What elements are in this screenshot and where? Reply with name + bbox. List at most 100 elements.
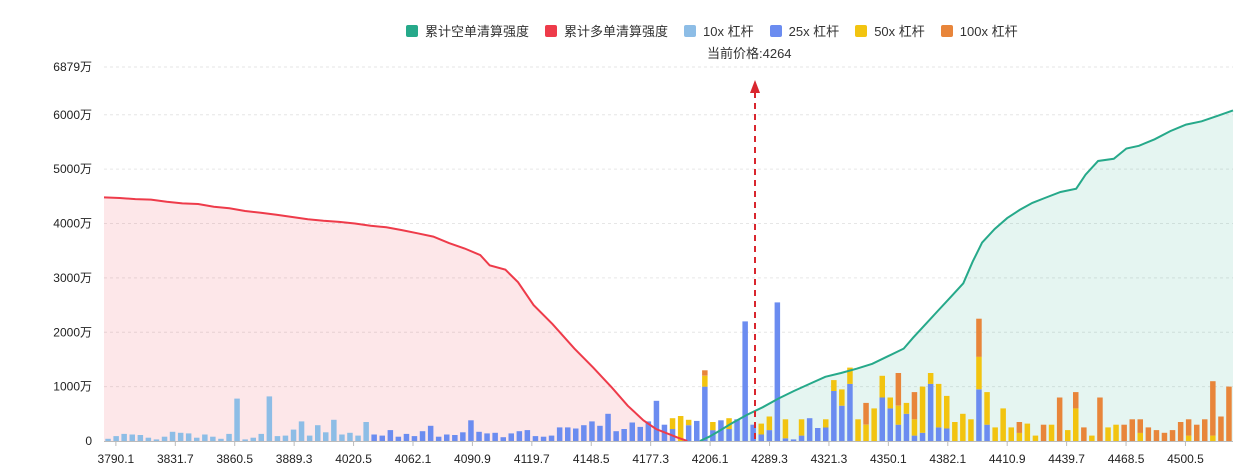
bar-25x[interactable] (637, 426, 644, 441)
bar-100x[interactable] (911, 392, 918, 420)
bar-100x[interactable] (1121, 424, 1127, 441)
bar-100x[interactable] (1129, 419, 1136, 441)
bar-50x[interactable] (903, 402, 910, 414)
bar-10x[interactable] (137, 435, 144, 441)
bar-100x[interactable] (1185, 419, 1192, 436)
bar-100x[interactable] (1145, 427, 1152, 441)
bar-100x[interactable] (1016, 422, 1023, 433)
bar-50x[interactable] (992, 427, 998, 441)
bar-25x[interactable] (806, 418, 813, 441)
bar-25x[interactable] (790, 439, 797, 441)
legend-item[interactable]: 累计多单清算强度 (545, 21, 668, 40)
bar-25x[interactable] (774, 302, 781, 441)
bar-50x[interactable] (1016, 432, 1023, 441)
bar-100x[interactable] (1210, 381, 1216, 436)
bar-25x[interactable] (903, 413, 910, 441)
bar-25x[interactable] (839, 405, 845, 441)
bar-25x[interactable] (508, 433, 515, 441)
bar-25x[interactable] (782, 438, 789, 441)
bar-25x[interactable] (702, 386, 708, 441)
bar-25x[interactable] (484, 433, 490, 441)
bar-50x[interactable] (1089, 435, 1095, 441)
bar-50x[interactable] (1185, 435, 1192, 441)
bar-25x[interactable] (452, 435, 458, 441)
legend-item[interactable]: 50x 杠杆 (855, 21, 925, 40)
bar-25x[interactable] (387, 430, 394, 441)
bar-50x[interactable] (839, 389, 845, 406)
bar-10x[interactable] (282, 435, 289, 441)
bar-50x[interactable] (1032, 435, 1039, 441)
bar-100x[interactable] (1226, 386, 1232, 441)
bar-25x[interactable] (435, 436, 442, 441)
bar-25x[interactable] (815, 428, 821, 441)
bar-25x[interactable] (556, 427, 563, 441)
bar-25x[interactable] (597, 425, 603, 441)
bar-25x[interactable] (798, 435, 805, 441)
bar-10x[interactable] (194, 437, 200, 441)
bar-10x[interactable] (177, 432, 184, 441)
bar-50x[interactable] (935, 383, 942, 428)
bar-50x[interactable] (710, 422, 716, 431)
bar-100x[interactable] (1194, 424, 1200, 441)
bar-10x[interactable] (306, 435, 313, 441)
bar-50x[interactable] (702, 375, 708, 387)
short-cum-line[interactable] (699, 109, 1234, 442)
bar-100x[interactable] (1202, 419, 1208, 441)
bar-10x[interactable] (218, 438, 224, 441)
bar-50x[interactable] (960, 413, 966, 441)
bar-50x[interactable] (863, 424, 869, 441)
legend-item[interactable]: 10x 杠杆 (684, 21, 754, 40)
bar-50x[interactable] (944, 395, 950, 429)
bar-25x[interactable] (919, 432, 926, 441)
bar-25x[interactable] (419, 431, 426, 441)
bar-50x[interactable] (1113, 424, 1119, 441)
bar-10x[interactable] (242, 439, 248, 441)
bar-50x[interactable] (984, 392, 990, 425)
bar-100x[interactable] (1073, 392, 1079, 409)
legend-item[interactable]: 25x 杠杆 (769, 21, 839, 40)
bar-50x[interactable] (855, 419, 861, 441)
bar-25x[interactable] (685, 425, 692, 441)
bar-25x[interactable] (500, 437, 507, 441)
bar-50x[interactable] (1105, 427, 1111, 441)
legend-item[interactable]: 100x 杠杆 (940, 21, 1018, 40)
bar-50x[interactable] (968, 419, 974, 441)
bar-50x[interactable] (1137, 432, 1144, 441)
long-cum-line[interactable] (103, 196, 688, 442)
bar-50x[interactable] (685, 419, 692, 426)
bar-50x[interactable] (871, 408, 877, 441)
bar-25x[interactable] (750, 424, 756, 441)
bar-25x[interactable] (395, 436, 402, 441)
bar-25x[interactable] (476, 431, 482, 441)
bar-25x[interactable] (694, 420, 700, 441)
bar-10x[interactable] (226, 433, 232, 441)
bar-10x[interactable] (290, 429, 297, 441)
bar-25x[interactable] (935, 427, 942, 441)
bar-10x[interactable] (323, 432, 329, 441)
bar-10x[interactable] (129, 434, 136, 442)
bar-50x[interactable] (911, 419, 918, 436)
bar-10x[interactable] (210, 436, 216, 441)
bar-50x[interactable] (887, 397, 894, 409)
bar-50x[interactable] (1008, 427, 1015, 441)
bar-50x[interactable] (976, 356, 982, 390)
bar-25x[interactable] (540, 436, 547, 441)
bar-25x[interactable] (726, 429, 732, 441)
bar-25x[interactable] (645, 421, 652, 441)
bar-100x[interactable] (1081, 427, 1087, 441)
bar-100x[interactable] (1218, 416, 1224, 442)
bar-10x[interactable] (234, 398, 240, 441)
bar-100x[interactable] (1177, 422, 1184, 441)
bar-50x[interactable] (766, 416, 773, 431)
bar-50x[interactable] (1024, 423, 1031, 441)
bar-25x[interactable] (403, 433, 410, 441)
bar-25x[interactable] (758, 434, 765, 442)
bar-50x[interactable] (669, 418, 676, 430)
bar-100x[interactable] (1040, 424, 1047, 441)
bar-25x[interactable] (524, 430, 531, 441)
bar-25x[interactable] (573, 428, 579, 442)
bar-25x[interactable] (653, 400, 660, 441)
bar-50x[interactable] (1065, 430, 1071, 441)
bar-10x[interactable] (298, 421, 305, 441)
bar-25x[interactable] (766, 430, 773, 441)
